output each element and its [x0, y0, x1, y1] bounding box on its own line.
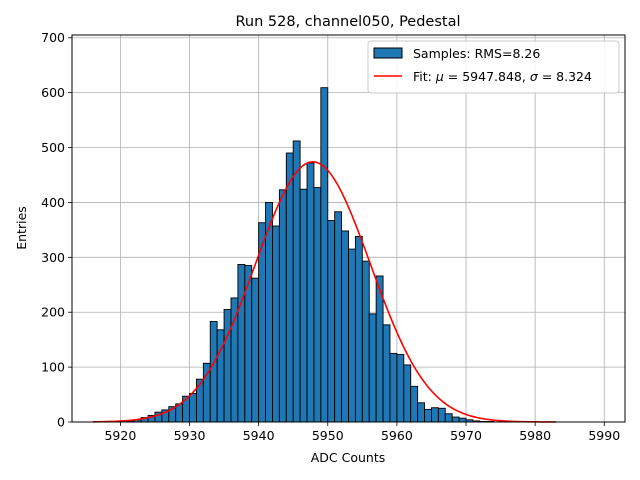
histogram-bar: [437, 407, 446, 423]
histogram-bar: [417, 402, 425, 423]
legend: Samples: RMS=8.26 Fit: μ = 5947.848, σ =…: [367, 40, 620, 94]
legend-fit-mu-value: = 5947.848,: [444, 69, 530, 84]
histogram-bar: [313, 187, 322, 423]
y-tick-label: 700: [41, 30, 65, 45]
histogram-bar: [306, 162, 315, 423]
legend-fit-sigma-value: = 8.324: [538, 69, 592, 84]
histogram-bar: [299, 188, 308, 423]
plot-frame: [71, 34, 626, 423]
y-tick-label: 300: [41, 250, 65, 265]
histogram-bar: [278, 189, 287, 423]
fit-curve: [92, 161, 556, 423]
histogram-bar: [354, 236, 363, 423]
histogram-bar: [382, 324, 391, 423]
histogram-bar: [237, 264, 246, 423]
chart-title: Run 528, channel050, Pedestal: [235, 14, 460, 30]
histogram-bar: [451, 416, 460, 423]
histogram-bar: [348, 248, 356, 423]
legend-samples-swatch: [373, 47, 403, 59]
y-tick-label: 600: [41, 85, 65, 100]
histogram-bar: [334, 211, 343, 423]
y-tick-label: 200: [41, 305, 65, 320]
x-axis-label: ADC Counts: [311, 450, 386, 465]
histogram-bar: [285, 152, 294, 423]
histogram-bar: [403, 364, 412, 423]
y-tick-label: 0: [57, 415, 65, 430]
legend-fit-prefix: Fit:: [413, 69, 436, 84]
x-tick-label: 5990: [588, 428, 620, 443]
y-axis-label: Entries: [14, 206, 29, 250]
histogram-bar: [195, 378, 204, 423]
y-tick-label: 100: [41, 360, 65, 375]
histogram-bar: [389, 352, 398, 423]
histogram-bar: [375, 275, 384, 423]
x-tick-label: 5980: [519, 428, 551, 443]
histogram-bar: [223, 309, 232, 423]
x-axis-ticks: 5920 5930 5940 5950 5960 5970 5980 5990: [104, 422, 620, 443]
histogram-bar: [444, 413, 453, 423]
y-axis-ticks: 0 100 200 300 400 500 600 700: [41, 30, 72, 430]
y-tick-label: 400: [41, 195, 65, 210]
histogram-bar: [424, 408, 432, 423]
legend-samples-label: Samples: RMS=8.26: [413, 46, 540, 61]
legend-box: [367, 40, 620, 94]
histogram-bars: [119, 87, 495, 423]
x-tick-label: 5960: [381, 428, 413, 443]
x-tick-label: 5950: [312, 428, 344, 443]
histogram-bar: [396, 354, 405, 423]
histogram-bar: [341, 230, 349, 423]
histogram-bar: [209, 321, 218, 423]
legend-fit-mu-symbol: μ: [435, 69, 444, 84]
legend-fit-sigma-symbol: σ: [530, 69, 539, 84]
legend-fit-label: Fit: μ = 5947.848, σ = 8.324: [413, 69, 592, 84]
histogram-bar: [292, 140, 301, 423]
histogram-bar: [320, 87, 329, 423]
histogram-bar: [361, 260, 370, 423]
x-tick-label: 5970: [450, 428, 482, 443]
histogram-bar: [251, 277, 260, 423]
x-tick-label: 5920: [104, 428, 136, 443]
x-tick-label: 5930: [174, 428, 206, 443]
histogram-bar: [368, 313, 377, 423]
histogram-bar: [431, 407, 439, 423]
histogram-bar: [272, 225, 280, 423]
histogram-bar: [327, 220, 336, 423]
y-tick-label: 500: [41, 140, 65, 155]
x-tick-label: 5940: [243, 428, 275, 443]
histogram-bar: [458, 417, 467, 423]
histogram-bar: [189, 393, 197, 423]
histogram-bar: [410, 385, 419, 423]
histogram-bar: [230, 297, 239, 423]
